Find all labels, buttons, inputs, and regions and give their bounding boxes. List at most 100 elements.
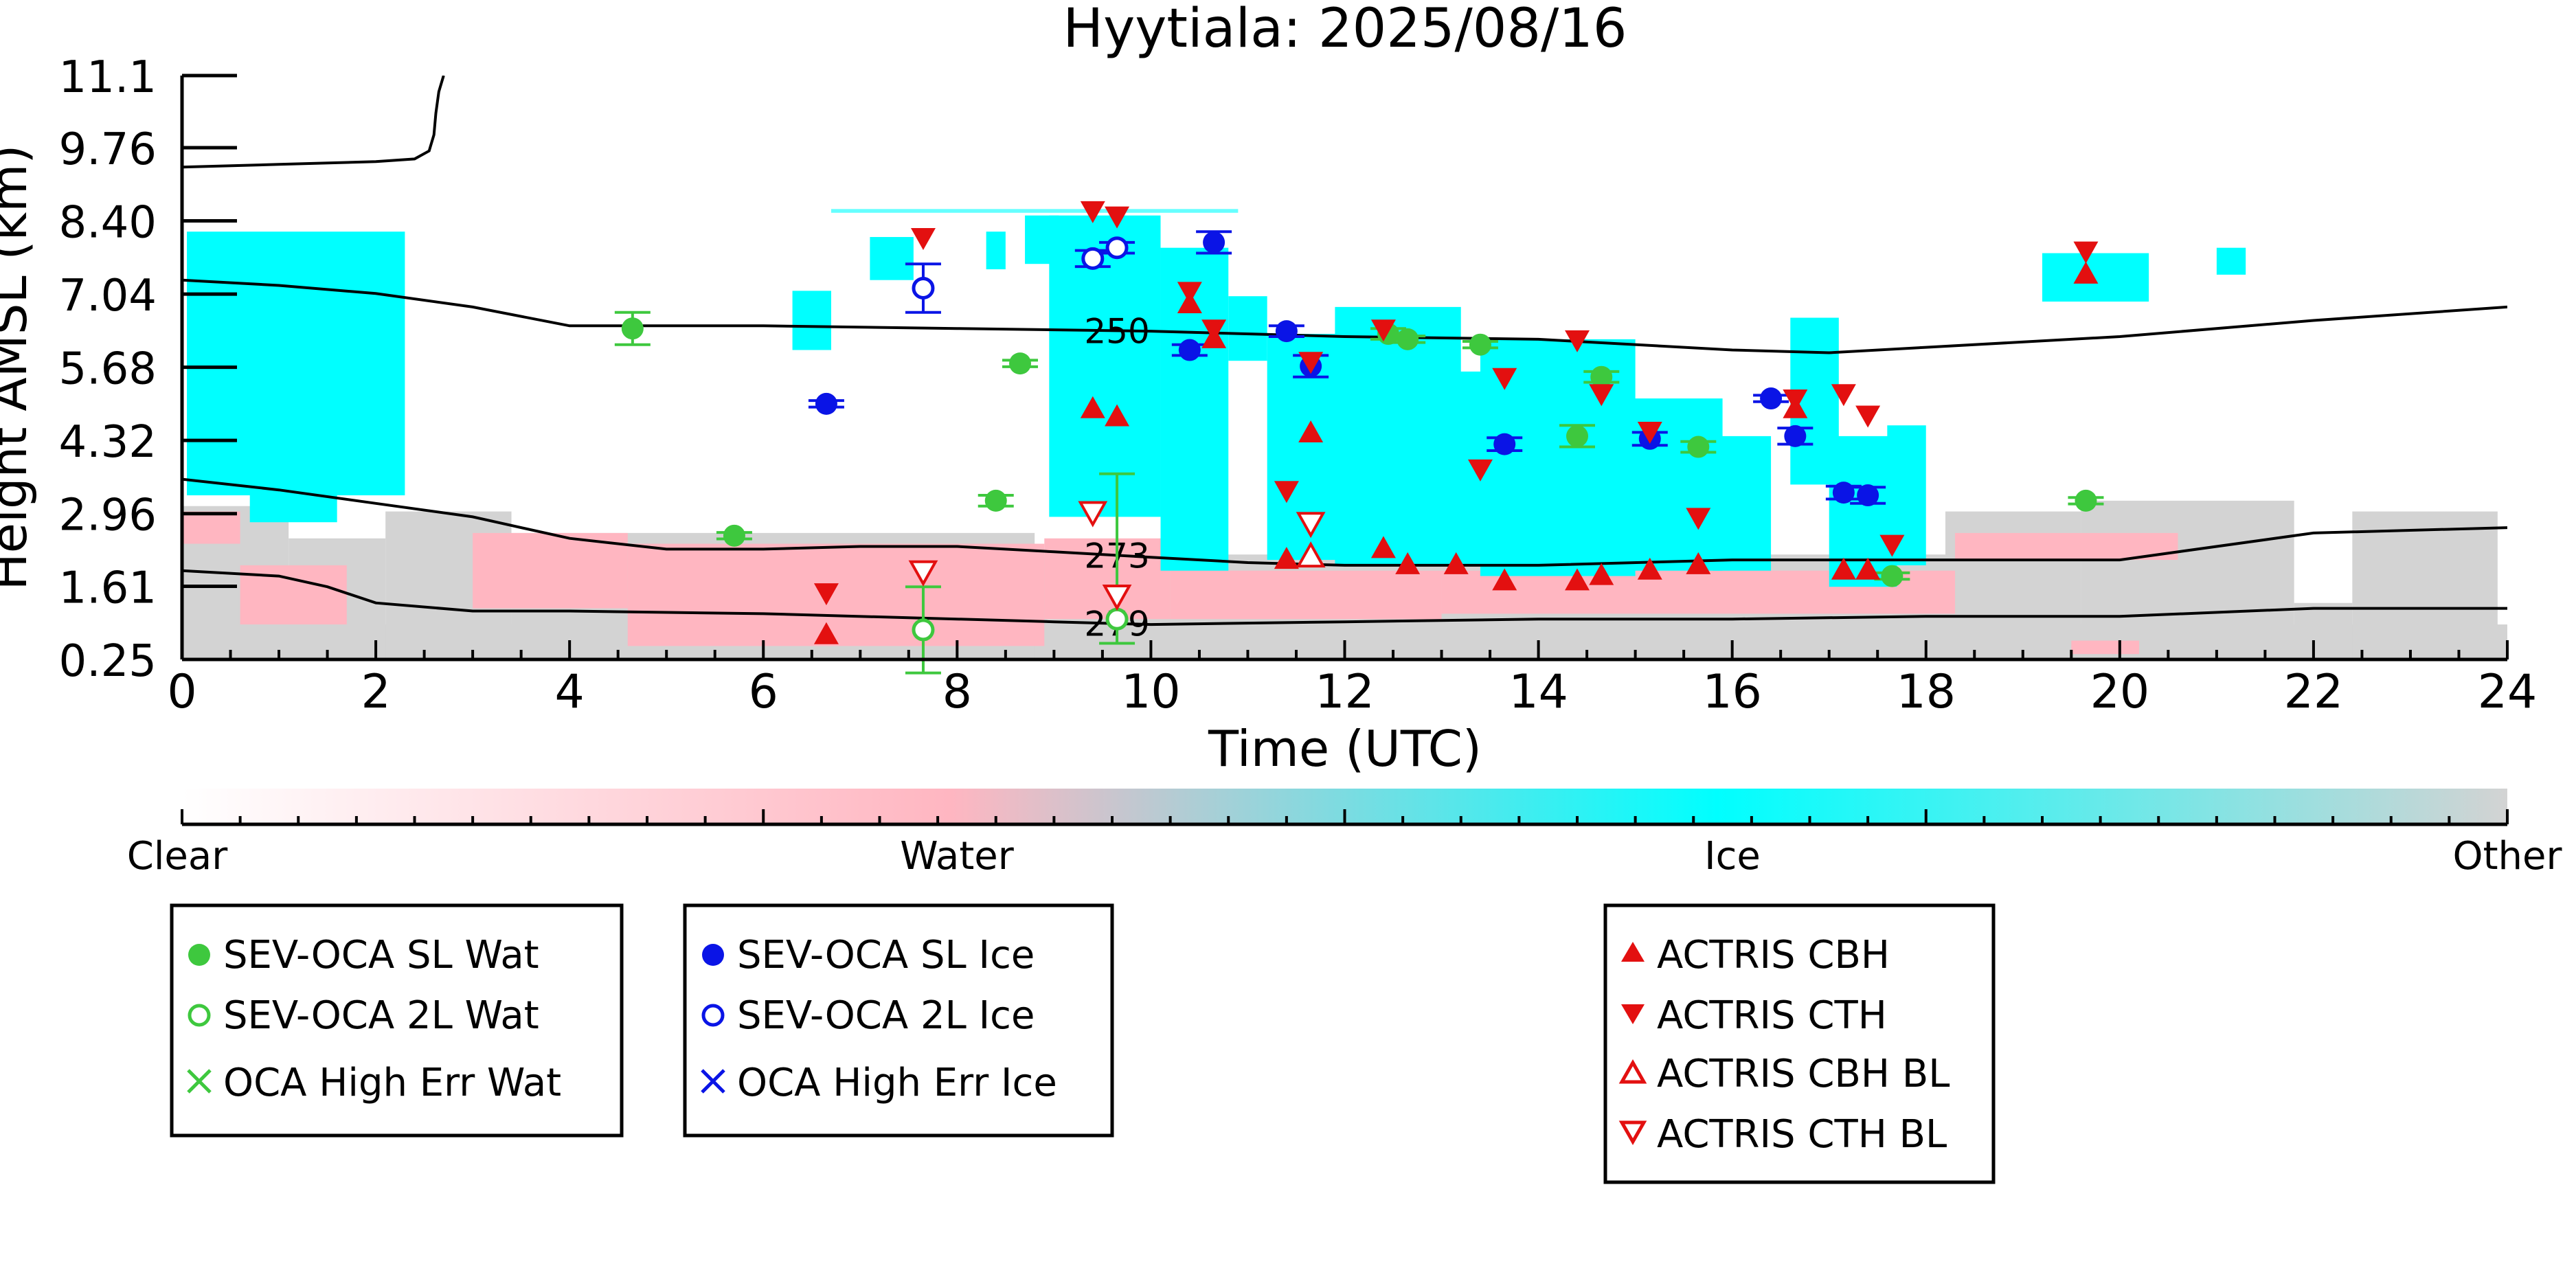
actris-cth-marker — [1686, 508, 1711, 530]
legend-label-higherr-ice: OCA High Err Ice — [737, 1061, 1057, 1105]
sev-oca-sl-wat-marker — [1566, 425, 1588, 447]
water-cloud-region — [1955, 532, 2178, 561]
sev-oca-sl-wat-marker — [1009, 352, 1032, 375]
ice-cloud-region — [792, 291, 831, 350]
sev-oca-2l-ice-marker — [1105, 236, 1129, 260]
actris-cth-marker — [1879, 534, 1905, 557]
contour-label: 250 — [1084, 311, 1149, 351]
actris-cbh-marker — [1589, 563, 1614, 585]
legend-marker-higherr-ice — [701, 1069, 725, 1094]
actris-cth-marker — [1565, 330, 1590, 352]
actris-cth-marker — [1105, 206, 1130, 229]
ice-cloud-region — [2216, 247, 2246, 275]
water-cloud-region — [182, 511, 240, 544]
actris-cbh-marker — [1637, 557, 1662, 580]
x-tick-label: 20 — [2090, 665, 2150, 719]
x-tick-label: 16 — [1702, 665, 1762, 719]
sev-oca-sl-wat-marker — [1397, 328, 1419, 350]
y-tick-label: 1.61 — [59, 563, 157, 613]
sev-oca-2l-ice-marker — [912, 276, 935, 300]
sev-oca-sl-wat-marker — [1469, 333, 1491, 356]
sev-oca-sl-wat-marker — [1687, 436, 1710, 458]
ice-cloud-region — [986, 231, 1006, 270]
legend-box-water: SEV-OCA SL Wat SEV-OCA 2L Wat OCA High E… — [170, 903, 624, 1138]
x-tick-label: 2 — [361, 665, 390, 719]
legend-marker-sl-ice — [702, 944, 724, 966]
actris-cth-bl-marker — [1102, 584, 1132, 611]
contour-line — [182, 278, 2507, 354]
actris-cth-marker — [1783, 389, 1808, 412]
actris-cth-marker — [1080, 201, 1105, 223]
actris-cth-marker — [1177, 282, 1202, 304]
legend-label-cbh: ACTRIS CBH — [1657, 933, 1890, 978]
actris-cth-marker — [1201, 319, 1227, 342]
legend-box-actris: ACTRIS CBH ACTRIS CTH ACTRIS CBH BL ACTR… — [1603, 903, 1996, 1184]
actris-cth-marker — [2073, 241, 2099, 264]
sev-oca-sl-wat-marker — [984, 489, 1007, 512]
actris-cbh-marker — [1298, 420, 1324, 442]
legend-label-2l-wat: SEV-OCA 2L Wat — [223, 993, 539, 1038]
legend-label-sl-wat: SEV-OCA SL Wat — [223, 933, 539, 978]
actris-cbh-marker — [1395, 552, 1421, 574]
sev-oca-sl-wat-marker — [1881, 565, 1903, 587]
contour-line — [182, 569, 2507, 626]
legend-label-2l-ice: SEV-OCA 2L Ice — [737, 993, 1035, 1038]
sev-oca-sl-wat-marker — [1590, 365, 1613, 388]
legend-label-cth: ACTRIS CTH — [1657, 993, 1887, 1038]
actris-cbh-marker — [1855, 557, 1881, 580]
actris-cth-marker — [1855, 405, 1881, 428]
legend-marker-2l-ice — [701, 1004, 725, 1027]
actris-cth-bl-marker — [908, 560, 938, 587]
legend-marker-cbh-bl — [1618, 1059, 1647, 1084]
actris-cth-marker — [1274, 481, 1299, 504]
colorbar-label-ice: Ice — [1704, 834, 1761, 879]
ice_thin-cloud-region — [831, 209, 1239, 213]
sev-oca-sl-ice-marker — [1760, 387, 1783, 410]
actris-cbh-marker — [1105, 404, 1130, 427]
actris-cth-marker — [813, 583, 839, 606]
water-cloud-region — [627, 543, 1045, 646]
actris-cth-marker — [1298, 352, 1324, 374]
contour-line — [182, 477, 2507, 567]
actris-cth-marker — [1370, 319, 1396, 342]
ice-cloud-region — [1713, 436, 1772, 571]
actris-cbh-marker — [1831, 557, 1856, 580]
legend-marker-higherr-wat — [187, 1069, 212, 1094]
water-cloud-region — [1170, 570, 1442, 620]
legend-box-ice: SEV-OCA SL Ice SEV-OCA 2L Ice OCA High E… — [683, 903, 1114, 1138]
x-axis-ticks: 0 2 4 6 8 10 12 14 16 18 20 22 24 — [167, 640, 2537, 719]
sev-oca-sl-ice-marker — [1493, 433, 1516, 455]
sev-oca-2l-wat-marker — [912, 618, 935, 642]
x-tick-label: 6 — [749, 665, 778, 719]
ice-cloud-region — [1829, 436, 1897, 587]
legend-label-cth-bl: ACTRIS CTH BL — [1657, 1112, 1947, 1157]
ice-cloud-region — [1049, 215, 1161, 517]
sev-oca-sl-ice-marker — [815, 392, 837, 415]
x-tick-label: 14 — [1509, 665, 1568, 719]
chart-title: Hyytiala: 2025/08/16 — [1063, 0, 1627, 60]
x-tick-label: 12 — [1315, 665, 1375, 719]
sev-oca-sl-ice-marker — [1275, 320, 1298, 343]
actris-cth-marker — [1589, 384, 1614, 407]
sev-oca-2l-ice-marker — [1081, 247, 1105, 270]
sev-oca-sl-ice-marker — [1203, 231, 1225, 253]
actris-cbh-marker — [1443, 552, 1469, 574]
colorbar-label-clear: Clear — [127, 834, 228, 879]
colorbar-ticks — [181, 809, 2509, 824]
data-markers — [614, 201, 2104, 675]
y-tick-label: 9.76 — [59, 124, 157, 175]
x-tick-label: 18 — [1896, 665, 1956, 719]
legend-marker-2l-wat — [188, 1004, 211, 1027]
actris-cth-marker — [910, 228, 936, 251]
actris-cbh-bl-marker — [1296, 541, 1326, 568]
legend-marker-cth — [1621, 1004, 1645, 1024]
sev-oca-sl-ice-marker — [1178, 339, 1201, 361]
actris-cbh-marker — [2073, 261, 2099, 284]
y-tick-label: 0.25 — [59, 636, 157, 687]
x-tick-label: 10 — [1121, 665, 1181, 719]
y-tick-label: 11.1 — [59, 52, 157, 103]
other-cloud-region — [2352, 511, 2498, 659]
legend-marker-sl-wat — [188, 944, 210, 966]
